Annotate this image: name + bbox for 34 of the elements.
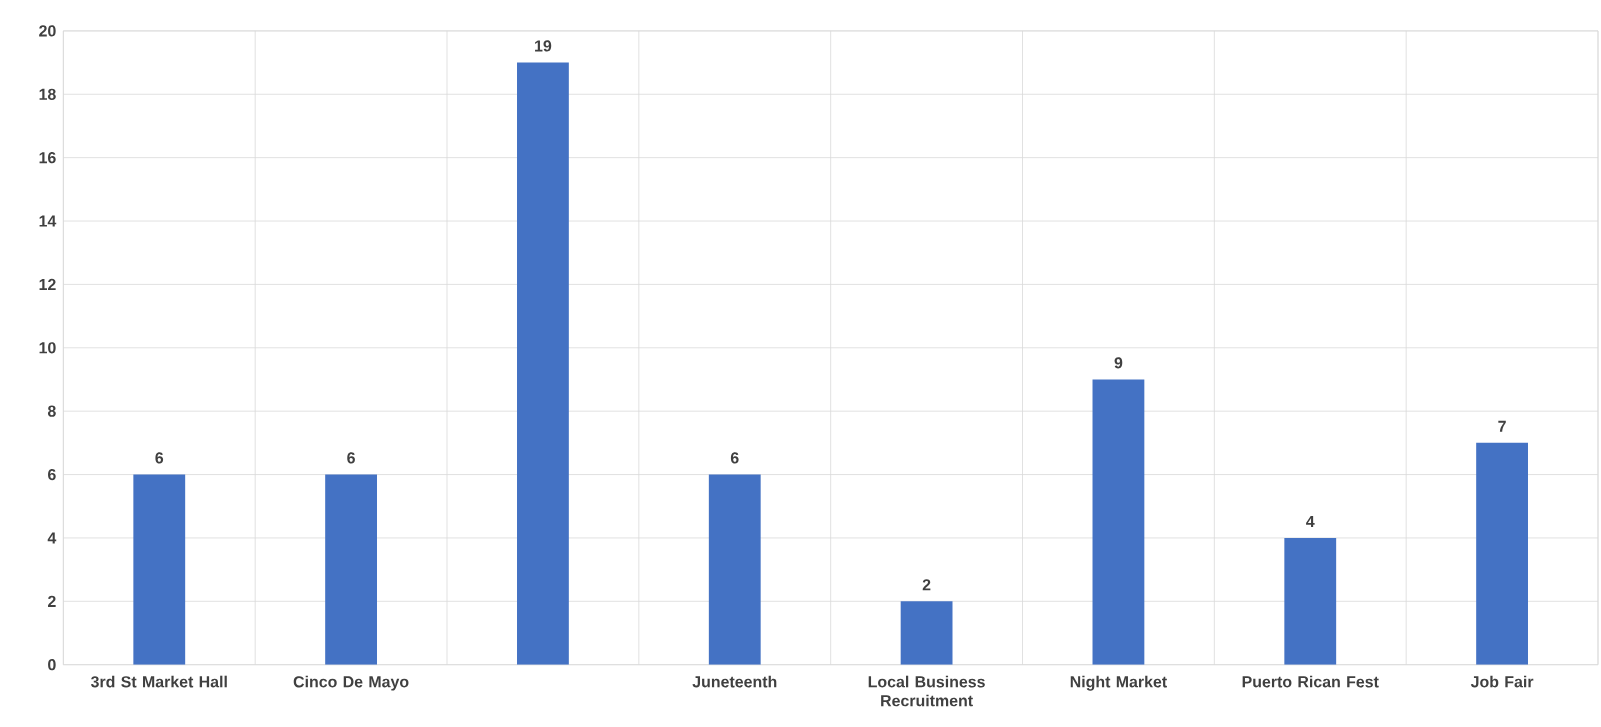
y-tick-label: 14 — [39, 215, 57, 227]
data-label: 9 — [1114, 356, 1123, 369]
y-tick-label: 10 — [39, 341, 56, 354]
x-tick-label: Night Market — [1070, 675, 1167, 691]
y-tick-label: 18 — [39, 88, 56, 100]
y-tick-label: 16 — [39, 151, 56, 164]
data-label: 2 — [922, 578, 931, 591]
y-tick-label: 6 — [48, 468, 56, 480]
x-tick-label: Local Business Recruitment — [868, 675, 985, 707]
bar — [900, 601, 953, 665]
data-label: 7 — [1498, 420, 1506, 432]
x-tick-label: Puerto Rican Fest — [1242, 675, 1379, 688]
data-label: 4 — [1306, 515, 1315, 527]
data-label: 19 — [535, 40, 552, 52]
bar — [1092, 379, 1145, 665]
x-tick-label: Juneteenth — [692, 675, 777, 688]
data-label: 6 — [730, 452, 739, 464]
bar — [708, 474, 761, 665]
x-tick-label: Job Fair — [1470, 675, 1534, 688]
y-tick-label: 12 — [39, 278, 56, 290]
data-label: 6 — [155, 452, 164, 464]
x-tick-label: Cinco De Mayo — [293, 675, 409, 691]
bar — [1284, 537, 1337, 665]
x-tick-label: 3rd St Market Hall — [90, 675, 227, 688]
y-tick-label: 20 — [39, 25, 56, 37]
y-tick-label: 2 — [48, 595, 56, 607]
y-tick-label: 4 — [47, 532, 57, 544]
y-tick-label: 8 — [47, 405, 56, 417]
y-tick-label: 0 — [48, 658, 56, 671]
data-label: 6 — [347, 452, 355, 464]
bar — [517, 62, 569, 665]
bar — [1476, 442, 1528, 665]
bar — [133, 474, 186, 665]
bar — [325, 474, 377, 665]
